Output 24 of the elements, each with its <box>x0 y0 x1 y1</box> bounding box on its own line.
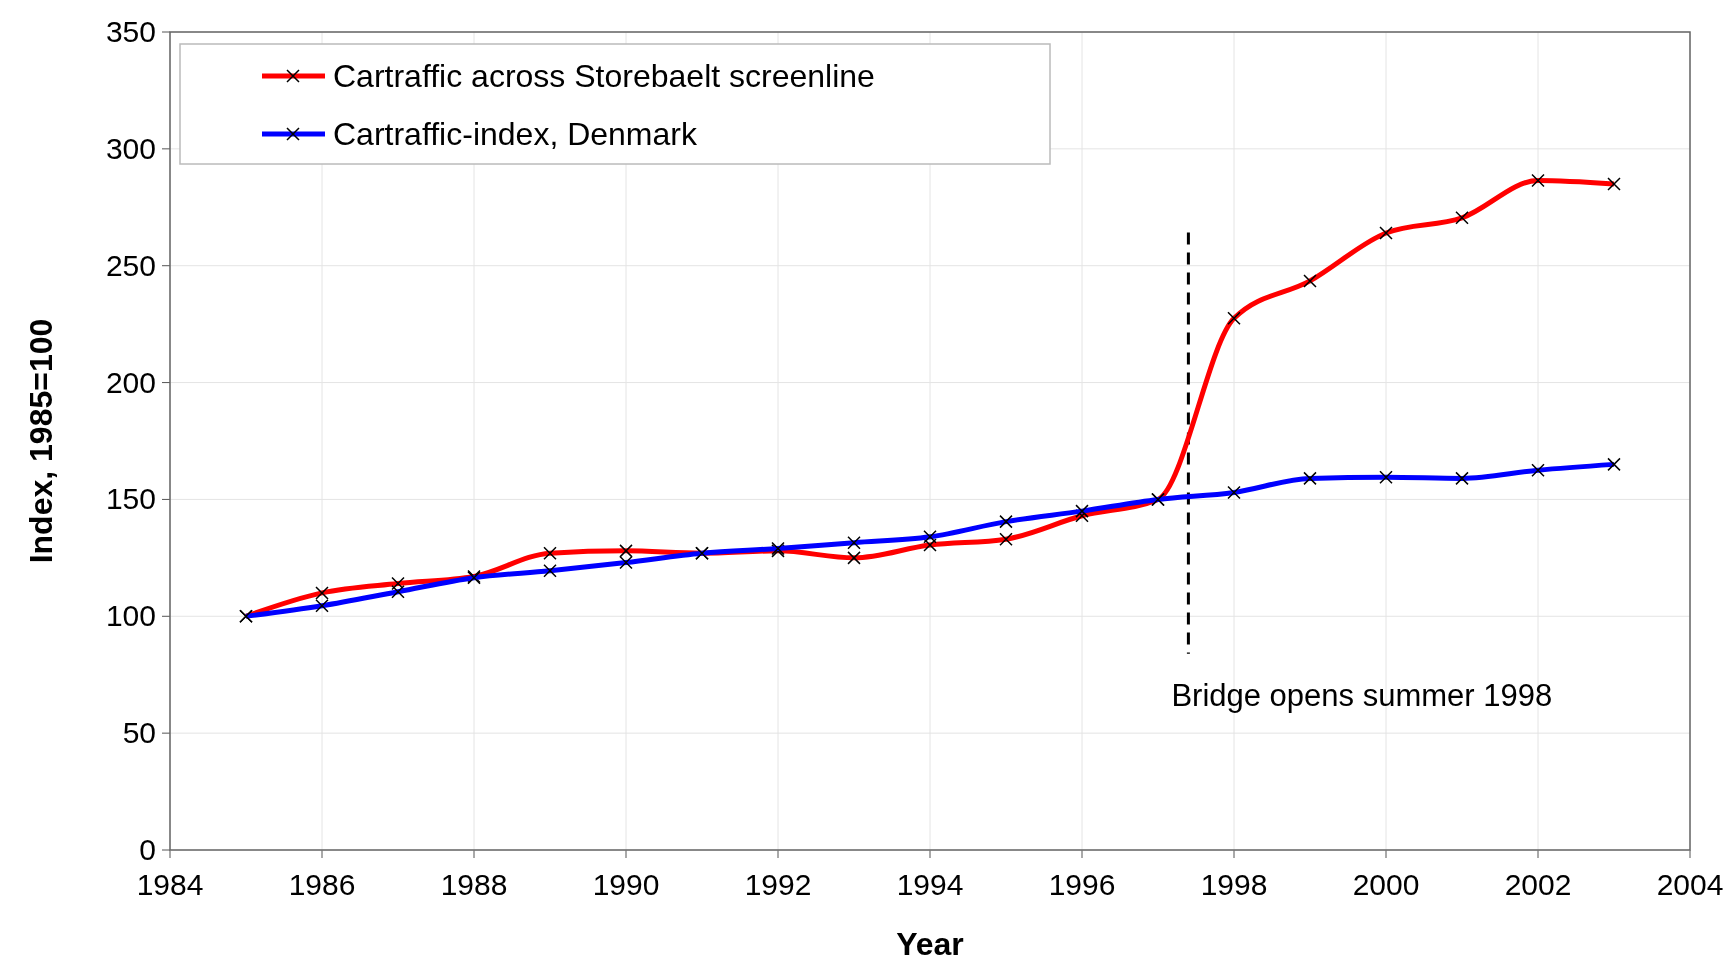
x-tick-label: 1988 <box>440 868 508 901</box>
y-tick-label: 250 <box>105 248 156 282</box>
y-tick-label: 150 <box>105 482 156 516</box>
x-tick-label: 1990 <box>592 868 660 901</box>
y-axis-title: Index, 1985=100 <box>23 318 59 564</box>
y-tick-label: 350 <box>105 15 156 48</box>
x-tick-label: 1992 <box>744 868 812 901</box>
x-tick-label: 2002 <box>1504 868 1572 901</box>
y-tick-label: 50 <box>122 716 156 750</box>
legend-label: Cartraffic-index, Denmark <box>333 116 698 152</box>
x-tick-label: 2000 <box>1352 868 1420 901</box>
legend-label: Cartraffic across Storebaelt screenline <box>333 58 875 94</box>
x-tick-label: 1986 <box>288 868 356 901</box>
x-tick-label: 1984 <box>136 868 204 901</box>
y-tick-label: 300 <box>105 131 156 165</box>
x-tick-label: 1998 <box>1200 868 1268 901</box>
y-tick-label: 100 <box>105 599 156 633</box>
ref-line-label: Bridge opens summer 1998 <box>1171 677 1553 713</box>
y-tick-label: 0 <box>139 833 156 866</box>
x-tick-label: 1996 <box>1048 868 1116 901</box>
y-tick-label: 200 <box>105 365 156 399</box>
x-tick-label: 1994 <box>896 868 964 901</box>
x-axis-title: Year <box>896 926 964 962</box>
x-tick-label: 2004 <box>1656 868 1724 901</box>
